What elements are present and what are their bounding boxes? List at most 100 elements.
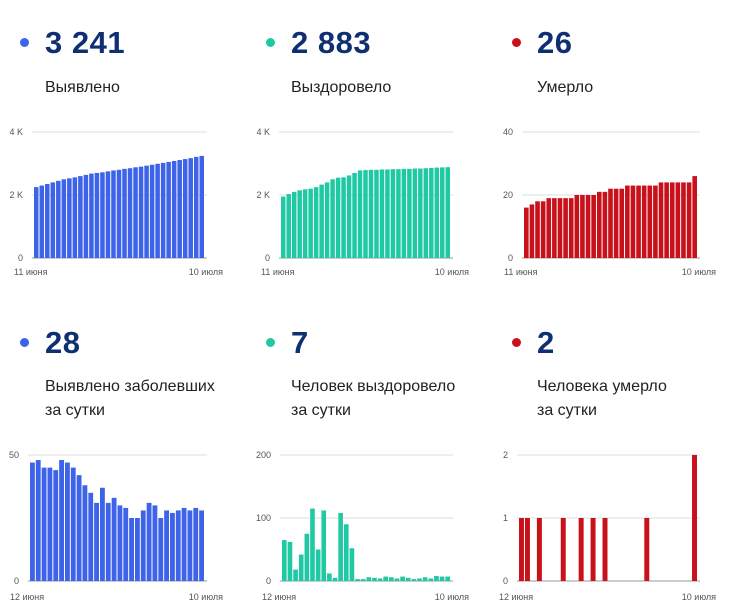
stat-label-line1: Выздоровело (291, 79, 392, 96)
bar (669, 182, 675, 258)
bar (411, 579, 417, 581)
bar (349, 548, 355, 581)
bar (363, 170, 368, 258)
bar (133, 167, 138, 258)
stat-number: 26 (537, 25, 573, 60)
bar (578, 518, 584, 581)
x-tick-label: 12 июня (499, 592, 533, 602)
y-tick-label: 0 (18, 253, 23, 263)
y-tick-label: 0 (266, 576, 271, 586)
stat-label-line1: Умерло (537, 79, 594, 96)
bar (423, 168, 429, 258)
bar (675, 182, 681, 258)
bar (282, 540, 287, 581)
legend-dot (20, 38, 29, 47)
bar (152, 505, 158, 581)
y-tick-label: 4 K (9, 127, 23, 137)
bar (422, 577, 428, 581)
bar (127, 168, 133, 258)
bar (428, 578, 434, 581)
x-tick-label: 11 июня (261, 267, 295, 277)
bar (47, 467, 53, 581)
bar (67, 178, 72, 258)
bar (41, 467, 47, 581)
bar (524, 518, 530, 581)
bar (34, 187, 39, 258)
bar (664, 182, 669, 258)
bar (379, 169, 385, 258)
y-tick-label: 2 K (256, 190, 270, 200)
bar (417, 578, 422, 581)
bar (78, 176, 83, 258)
bar (313, 187, 319, 258)
bar (149, 164, 155, 258)
bar (146, 502, 152, 581)
stat-label-line2: за сутки (537, 402, 597, 419)
bar (199, 510, 204, 581)
bar (319, 184, 324, 258)
panel-identified-daily: 28 Выявлено заболевших за сутки 0 50 12 ию… (0, 300, 240, 602)
bar (407, 168, 412, 258)
bar (158, 518, 164, 581)
bar (122, 168, 127, 258)
bar (324, 182, 330, 258)
bar (160, 162, 166, 258)
bar (692, 455, 697, 581)
bar (360, 579, 366, 581)
bar (346, 175, 352, 258)
bar (100, 172, 105, 258)
bar (389, 577, 394, 581)
stat-label-line1: Выявлено (45, 79, 120, 96)
bar (557, 198, 563, 258)
y-tick-label: 0 (14, 576, 19, 586)
bar (519, 518, 524, 581)
stat-label: Выздоровело (291, 76, 391, 100)
stat-number: 2 (537, 325, 555, 360)
bar (630, 185, 636, 258)
bar (182, 159, 188, 258)
bar (72, 177, 78, 258)
bar (396, 169, 401, 258)
bar (35, 460, 41, 581)
bar (602, 518, 608, 581)
y-tick-label: 4 K (256, 127, 270, 137)
bar (440, 167, 445, 258)
bar (692, 176, 697, 258)
bar (293, 569, 298, 581)
bar (636, 185, 641, 258)
bar (291, 191, 297, 258)
bar (105, 171, 111, 258)
x-tick-label: 12 июня (10, 592, 44, 602)
bar (585, 195, 591, 258)
bar (580, 195, 585, 258)
bar (117, 505, 123, 581)
legend-dot (20, 338, 29, 347)
bar (59, 460, 64, 581)
bar (56, 180, 61, 258)
bar (394, 578, 400, 581)
legend-dot (512, 338, 521, 347)
stat-label-line1: Человек выздоровело (291, 378, 456, 395)
bar (39, 185, 45, 258)
bar (338, 512, 343, 581)
panel-recovered: 2 883 Выздоровело 0 2 K 4 K 11 июня 10 июля (246, 0, 486, 300)
bar (546, 198, 552, 258)
x-tick-label: 11 июня (14, 267, 48, 277)
bar (641, 185, 647, 258)
y-tick-label: 2 K (9, 190, 23, 200)
stat-label: Умерло (537, 76, 593, 100)
x-tick-label: 10 июля (682, 267, 716, 277)
bar (193, 156, 199, 258)
bar (529, 204, 535, 258)
bar (286, 194, 291, 258)
bar (412, 168, 418, 258)
bar (574, 195, 580, 258)
bar (540, 201, 546, 258)
legend-dot (512, 38, 521, 47)
bar (355, 579, 360, 581)
bar (94, 172, 100, 258)
bar (357, 170, 363, 258)
bar (177, 160, 182, 258)
bar (681, 182, 686, 258)
bar (171, 160, 177, 258)
